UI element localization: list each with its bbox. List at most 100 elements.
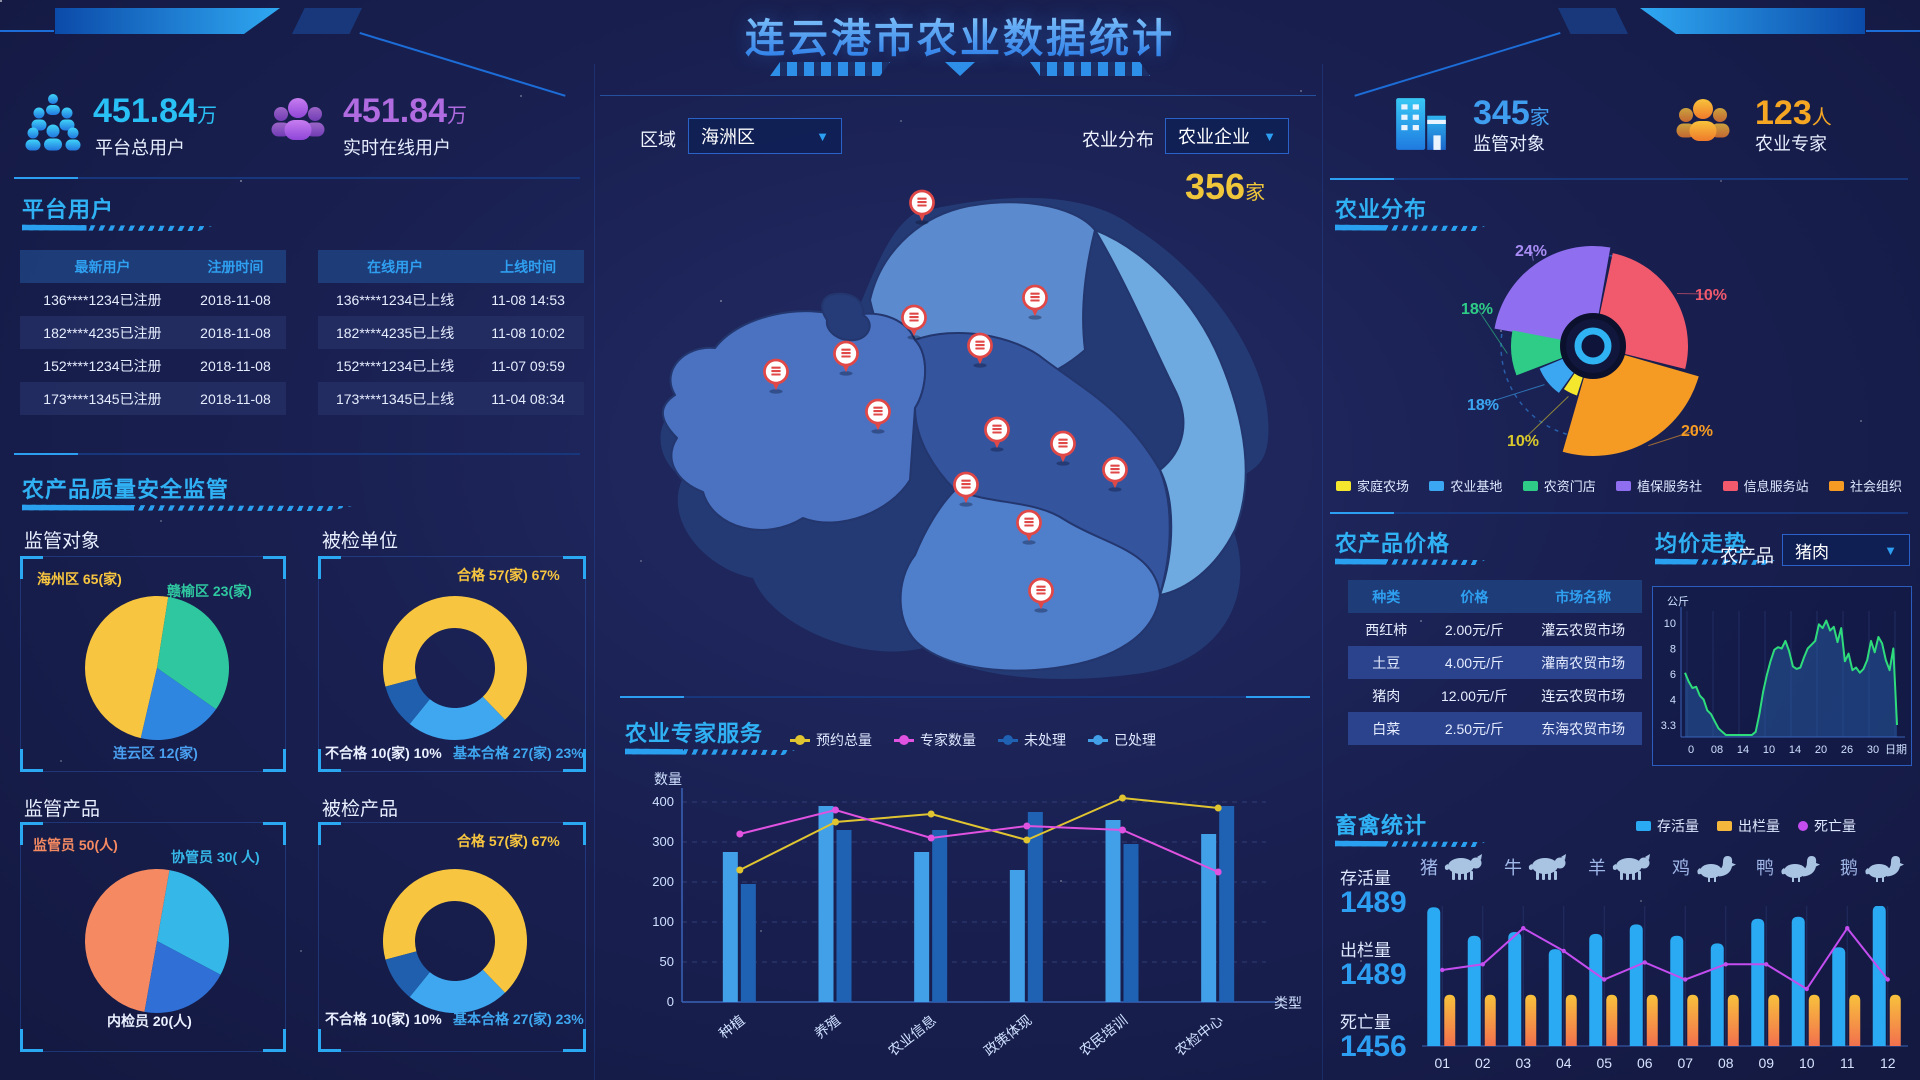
map-pin-icon[interactable] — [1022, 284, 1048, 320]
table-cell: 11-07 09:59 — [491, 357, 565, 374]
table-cell: 灌云农贸市场 — [1541, 621, 1626, 638]
legend-item[interactable]: 专家数量 — [894, 730, 976, 750]
map-pin-icon[interactable] — [953, 471, 979, 507]
animal-tab-chicken[interactable]: 鸡 — [1672, 852, 1736, 882]
supervision-products-panel: 监管员 50(人) 协管员 30( 人) 内检员 20(人) — [20, 822, 286, 1052]
column-header: 上线时间 — [500, 258, 557, 275]
price-title-deco — [1335, 558, 1485, 565]
table-cell: 东海农贸市场 — [1541, 720, 1626, 737]
svg-text:30: 30 — [1867, 744, 1879, 756]
animal-tab-pig[interactable]: 猪 — [1420, 852, 1484, 882]
animal-tab-duck[interactable]: 鸭 — [1756, 852, 1820, 882]
legend-marker-icon — [998, 735, 1018, 745]
svg-text:农检中心: 农检中心 — [1172, 1012, 1226, 1059]
table-cell: 2018-11-08 — [200, 291, 271, 308]
region-dropdown[interactable]: 海洲区 ▼ — [688, 118, 842, 154]
svg-text:03: 03 — [1515, 1055, 1531, 1071]
table-cell: 11-08 14:53 — [491, 291, 565, 308]
svg-text:14: 14 — [1789, 744, 1801, 756]
map-pin-icon[interactable] — [967, 332, 993, 368]
header-wing2-right — [1558, 8, 1628, 34]
map-pin-icon[interactable] — [833, 340, 859, 376]
table-cell: 182****4235已注册 — [43, 324, 162, 341]
legend-item[interactable]: 死亡量 — [1798, 816, 1856, 836]
goose-icon — [1864, 852, 1904, 882]
legend-marker-icon — [1616, 480, 1632, 491]
animal-label: 鹅 — [1840, 858, 1858, 878]
supervision-count-unit: 家 — [1529, 107, 1550, 129]
column-header: 注册时间 — [207, 258, 264, 275]
pie-slice-label: 不合格 10(家) 10% — [325, 1011, 442, 1027]
experts-title-deco — [625, 748, 795, 755]
divider — [620, 696, 1310, 698]
map-pin-icon[interactable] — [1102, 456, 1128, 492]
animal-tab-cow[interactable]: 牛 — [1504, 852, 1568, 882]
legend-item[interactable]: 社会组织 — [1828, 476, 1902, 495]
quality-section-title: 农产品质量安全监管 — [22, 477, 230, 502]
legend-item[interactable]: 出栏量 — [1717, 816, 1780, 836]
svg-text:3.3: 3.3 — [1661, 720, 1676, 732]
map-pin-icon[interactable] — [909, 189, 935, 225]
column-separator-right — [1322, 64, 1323, 1080]
map-pin-icon[interactable] — [984, 416, 1010, 452]
animal-tab-sheep[interactable]: 羊 — [1588, 852, 1652, 882]
title-tickbar-left — [770, 62, 890, 76]
inspected-units-panel: 合格 57(家) 67% 基本合格 27(家) 23% 不合格 10(家) 10% — [318, 556, 586, 772]
pie-slice-label: 不合格 10(家) 10% — [325, 745, 442, 761]
legend-item[interactable]: 已处理 — [1088, 730, 1156, 750]
map-pin-icon[interactable] — [901, 304, 927, 340]
svg-text:日期: 日期 — [1885, 743, 1907, 756]
svg-text:10: 10 — [1799, 1055, 1815, 1071]
table-cell: 西红柿 — [1365, 621, 1408, 638]
map-pin-icon[interactable] — [1016, 509, 1042, 545]
cow-icon — [1528, 852, 1568, 882]
legend-item[interactable]: 存活量 — [1636, 816, 1699, 836]
svg-text:08: 08 — [1718, 1055, 1734, 1071]
svg-text:养殖: 养殖 — [811, 1012, 843, 1042]
svg-text:10: 10 — [1763, 744, 1775, 756]
donut-inspected-units-chart — [383, 596, 527, 740]
svg-text:09: 09 — [1758, 1055, 1774, 1071]
total-users-number: 451.84万 — [93, 92, 217, 131]
region-dropdown-value: 海洲区 — [701, 127, 755, 147]
legend-label: 信息服务站 — [1743, 479, 1809, 494]
page-title: 连云港市农业数据统计 — [0, 6, 1920, 64]
region-map[interactable] — [615, 150, 1275, 690]
pie-slice-label: 连云区 12(家) — [113, 745, 198, 761]
animal-tab-goose[interactable]: 鹅 — [1840, 852, 1904, 882]
svg-text:公斤: 公斤 — [1667, 595, 1689, 608]
slaughter-value: 1489 — [1340, 958, 1407, 991]
users-cyan-icon — [25, 90, 81, 152]
legend-item[interactable]: 农业基地 — [1429, 476, 1502, 495]
legend-item[interactable]: 家庭农场 — [1336, 476, 1409, 495]
svg-text:14: 14 — [1737, 744, 1749, 756]
map-pin-icon[interactable] — [1050, 430, 1076, 466]
pie-supervision-products-chart — [85, 869, 229, 1013]
map-pin-icon[interactable] — [865, 398, 891, 434]
legend-item[interactable]: 未处理 — [998, 730, 1066, 750]
legend-item[interactable]: 农资门店 — [1522, 476, 1596, 495]
trend-product-dropdown[interactable]: 猪肉 ▼ — [1782, 534, 1910, 566]
svg-text:05: 05 — [1596, 1055, 1612, 1071]
map-pin-icon[interactable] — [1028, 577, 1054, 613]
trend-title-deco — [1655, 558, 1775, 565]
distribution-dropdown[interactable]: 农业企业 ▼ — [1165, 118, 1289, 154]
supervision-count-value: 345 — [1473, 94, 1530, 132]
table-row: 173****1345已注册 2018-11-08 — [20, 382, 286, 415]
legend-item[interactable]: 植保服务社 — [1616, 476, 1702, 495]
svg-text:10%: 10% — [1507, 433, 1539, 450]
map-pin-icon[interactable] — [763, 358, 789, 394]
column-header: 市场名称 — [1555, 588, 1612, 605]
quality-title-deco — [22, 504, 352, 511]
pie-slice-label: 海州区 65(家) — [37, 571, 122, 587]
svg-text:数量: 数量 — [654, 771, 682, 787]
subtitle-supervision-objects: 监管对象 — [24, 531, 101, 552]
legend-item[interactable]: 预约总量 — [790, 730, 872, 750]
svg-text:10%: 10% — [1695, 287, 1727, 304]
legend-item[interactable]: 信息服务站 — [1722, 476, 1809, 495]
animal-label: 鸭 — [1756, 858, 1774, 878]
pie-supervision-objects-chart — [84, 596, 229, 740]
experts-legend: 预约总量 专家数量 未处理 已处理 — [790, 730, 1156, 750]
pig-icon — [1444, 852, 1484, 882]
